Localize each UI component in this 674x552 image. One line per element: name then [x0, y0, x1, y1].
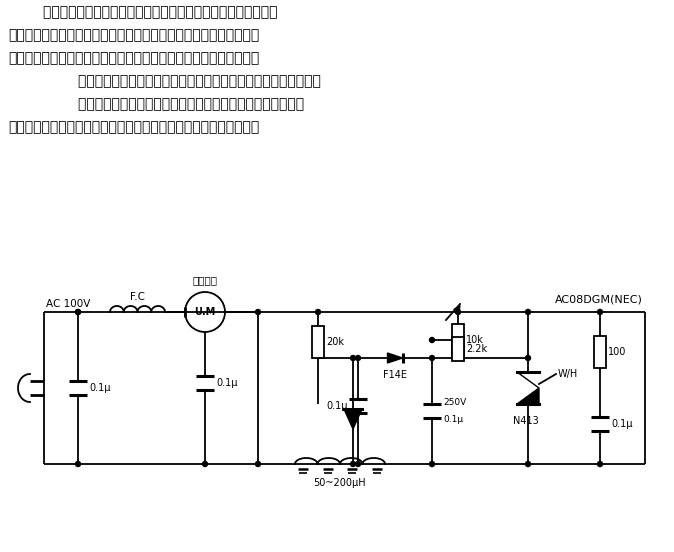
- Circle shape: [456, 310, 460, 315]
- Circle shape: [202, 461, 208, 466]
- Text: 单磁电机: 单磁电机: [193, 275, 218, 285]
- Text: AC08DGM(NEC): AC08DGM(NEC): [555, 294, 643, 304]
- FancyBboxPatch shape: [452, 324, 464, 356]
- Circle shape: [255, 461, 260, 466]
- Text: 0.1μ: 0.1μ: [443, 415, 463, 424]
- Circle shape: [350, 355, 355, 360]
- Text: 0.1μ: 0.1μ: [326, 401, 348, 411]
- Text: F14E: F14E: [383, 370, 407, 380]
- FancyBboxPatch shape: [452, 337, 464, 361]
- FancyBboxPatch shape: [594, 336, 606, 368]
- Circle shape: [429, 337, 435, 342]
- Text: 20k: 20k: [326, 337, 344, 347]
- Circle shape: [315, 310, 321, 315]
- Text: 交、直流两用电机，即励磁线圈和转子线圈串联，它们流有同一: 交、直流两用电机，即励磁线圈和转子线圈串联，它们流有同一: [8, 5, 278, 19]
- Circle shape: [429, 461, 435, 466]
- Text: 50~200μH: 50~200μH: [313, 478, 366, 488]
- Text: 电流，这种电机接直流电源时能工作，接交流电源时也能工作，其结: 电流，这种电机接直流电源时能工作，接交流电源时也能工作，其结: [8, 28, 259, 42]
- Text: 若想改变电机转向，应给励磁线圈、转子线圈分别供电。电路如图: 若想改变电机转向，应给励磁线圈、转子线圈分别供电。电路如图: [8, 74, 321, 88]
- Circle shape: [75, 461, 80, 466]
- Circle shape: [355, 355, 361, 360]
- Polygon shape: [517, 388, 539, 404]
- FancyBboxPatch shape: [312, 326, 324, 358]
- Text: 2.2k: 2.2k: [466, 344, 487, 354]
- Text: 产生的控制特性滞后现象，为达到使用目的，设置了消除滞后电路。: 产生的控制特性滞后现象，为达到使用目的，设置了消除滞后电路。: [8, 120, 259, 134]
- Circle shape: [597, 461, 603, 466]
- Text: F.C: F.C: [130, 292, 145, 302]
- Circle shape: [350, 461, 355, 466]
- Text: U.M: U.M: [194, 307, 216, 317]
- Text: 10k: 10k: [466, 335, 484, 345]
- Circle shape: [526, 310, 530, 315]
- Circle shape: [255, 310, 260, 315]
- Circle shape: [75, 310, 80, 315]
- Text: W/H: W/H: [558, 369, 578, 379]
- Polygon shape: [388, 353, 402, 363]
- Text: 100: 100: [608, 347, 626, 357]
- Text: 250V: 250V: [443, 398, 466, 407]
- Polygon shape: [344, 409, 362, 429]
- Text: 0.1μ: 0.1μ: [216, 378, 237, 388]
- Text: N413: N413: [513, 416, 539, 426]
- Text: 0.1μ: 0.1μ: [89, 383, 111, 393]
- Circle shape: [526, 461, 530, 466]
- Text: 0.1μ: 0.1μ: [611, 419, 632, 429]
- Polygon shape: [517, 372, 539, 388]
- Text: 构决定了电磁转矩的方向是一定的。一般用于电机转向固定的情况。: 构决定了电磁转矩的方向是一定的。一般用于电机转向固定的情况。: [8, 51, 259, 65]
- Circle shape: [355, 461, 361, 466]
- Circle shape: [597, 310, 603, 315]
- Text: AC 100V: AC 100V: [46, 299, 90, 309]
- Text: 所示。电路使用元件少、简单便宜，但也存在因导通电压高而: 所示。电路使用元件少、简单便宜，但也存在因导通电压高而: [8, 97, 304, 111]
- Circle shape: [429, 355, 435, 360]
- Circle shape: [75, 310, 80, 315]
- Circle shape: [526, 355, 530, 360]
